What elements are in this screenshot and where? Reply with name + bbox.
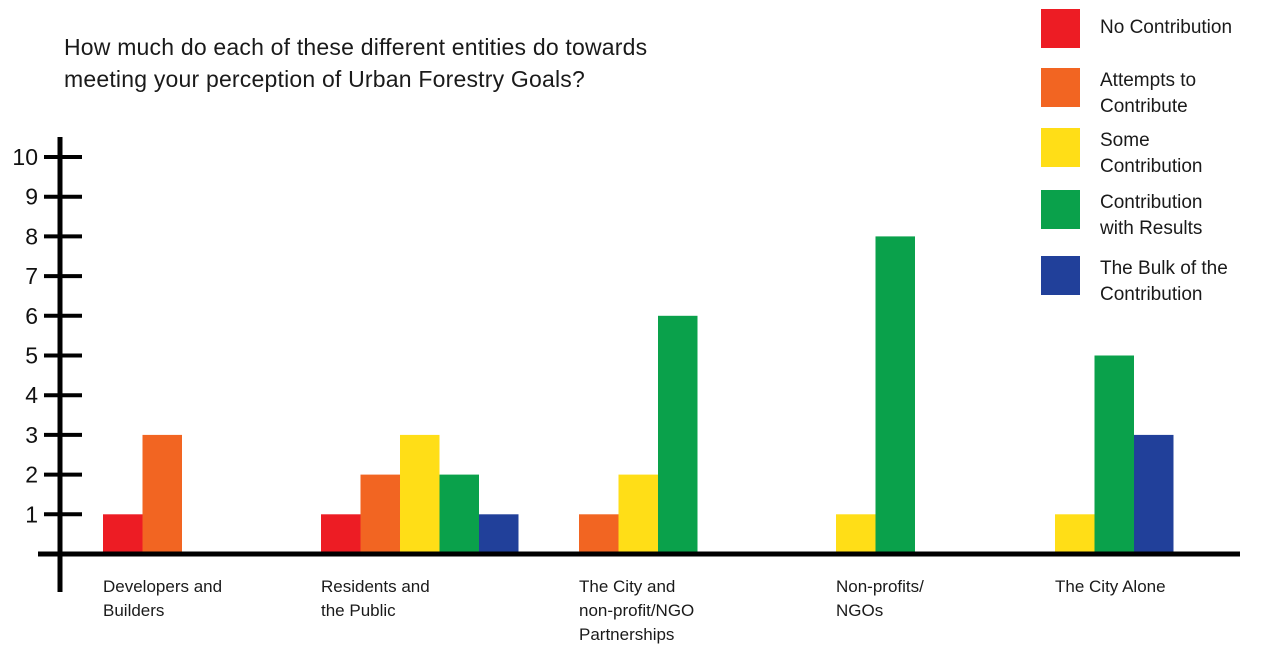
- category-label-3: The City and non-profit/NGO Partnerships: [579, 577, 695, 644]
- bar-3-4: [658, 315, 698, 554]
- y-tick-label-1: 1: [25, 501, 38, 527]
- y-tick-label-6: 6: [25, 303, 38, 329]
- legend-swatch-5: [1041, 256, 1080, 295]
- category-label-5: The City Alone: [1055, 577, 1166, 596]
- chart-title-line-2: meeting your perception of Urban Forestr…: [64, 66, 585, 92]
- bar-5-3: [1055, 514, 1095, 554]
- y-tick-label-2: 2: [25, 462, 38, 488]
- y-tick-label-9: 9: [25, 184, 38, 210]
- bar-2-1: [321, 514, 361, 554]
- bar-3-2: [579, 514, 619, 554]
- legend-swatch-1: [1041, 9, 1080, 48]
- bar-2-2: [360, 474, 400, 554]
- y-tick-label-7: 7: [25, 263, 38, 289]
- legend-swatch-2: [1041, 68, 1080, 107]
- category-label-1: Developers and Builders: [103, 577, 223, 620]
- legend-label-4: Contribution with Results: [1100, 192, 1203, 239]
- category-label-4: Non-profits/ NGOs: [836, 577, 924, 620]
- legend-swatch-3: [1041, 128, 1080, 167]
- y-tick-label-4: 4: [25, 382, 38, 408]
- bar-1-1: [103, 514, 143, 554]
- legend-swatch-4: [1041, 190, 1080, 229]
- chart-title-line-1: How much do each of these different enti…: [64, 34, 648, 60]
- bar-3-3: [618, 474, 658, 554]
- legend-label-2: Attempts to Contribute: [1100, 70, 1197, 117]
- category-label-2: Residents and the Public: [321, 577, 430, 620]
- legend-label-3: Some Contribution: [1100, 130, 1203, 177]
- bar-4-4: [875, 236, 915, 554]
- bar-2-5: [479, 514, 519, 554]
- bar-2-4: [439, 474, 479, 554]
- y-tick-label-5: 5: [25, 343, 38, 369]
- y-tick-label-8: 8: [25, 223, 38, 249]
- y-tick-label-3: 3: [25, 422, 38, 448]
- bar-5-4: [1094, 355, 1134, 554]
- y-tick-label-10: 10: [12, 144, 38, 170]
- bar-5-5: [1134, 434, 1174, 554]
- legend-label-5: The Bulk of the Contribution: [1100, 258, 1228, 305]
- bar-1-2: [142, 434, 182, 554]
- bar-2-3: [400, 434, 440, 554]
- bar-4-3: [836, 514, 876, 554]
- legend-label-1: No Contribution: [1100, 17, 1233, 38]
